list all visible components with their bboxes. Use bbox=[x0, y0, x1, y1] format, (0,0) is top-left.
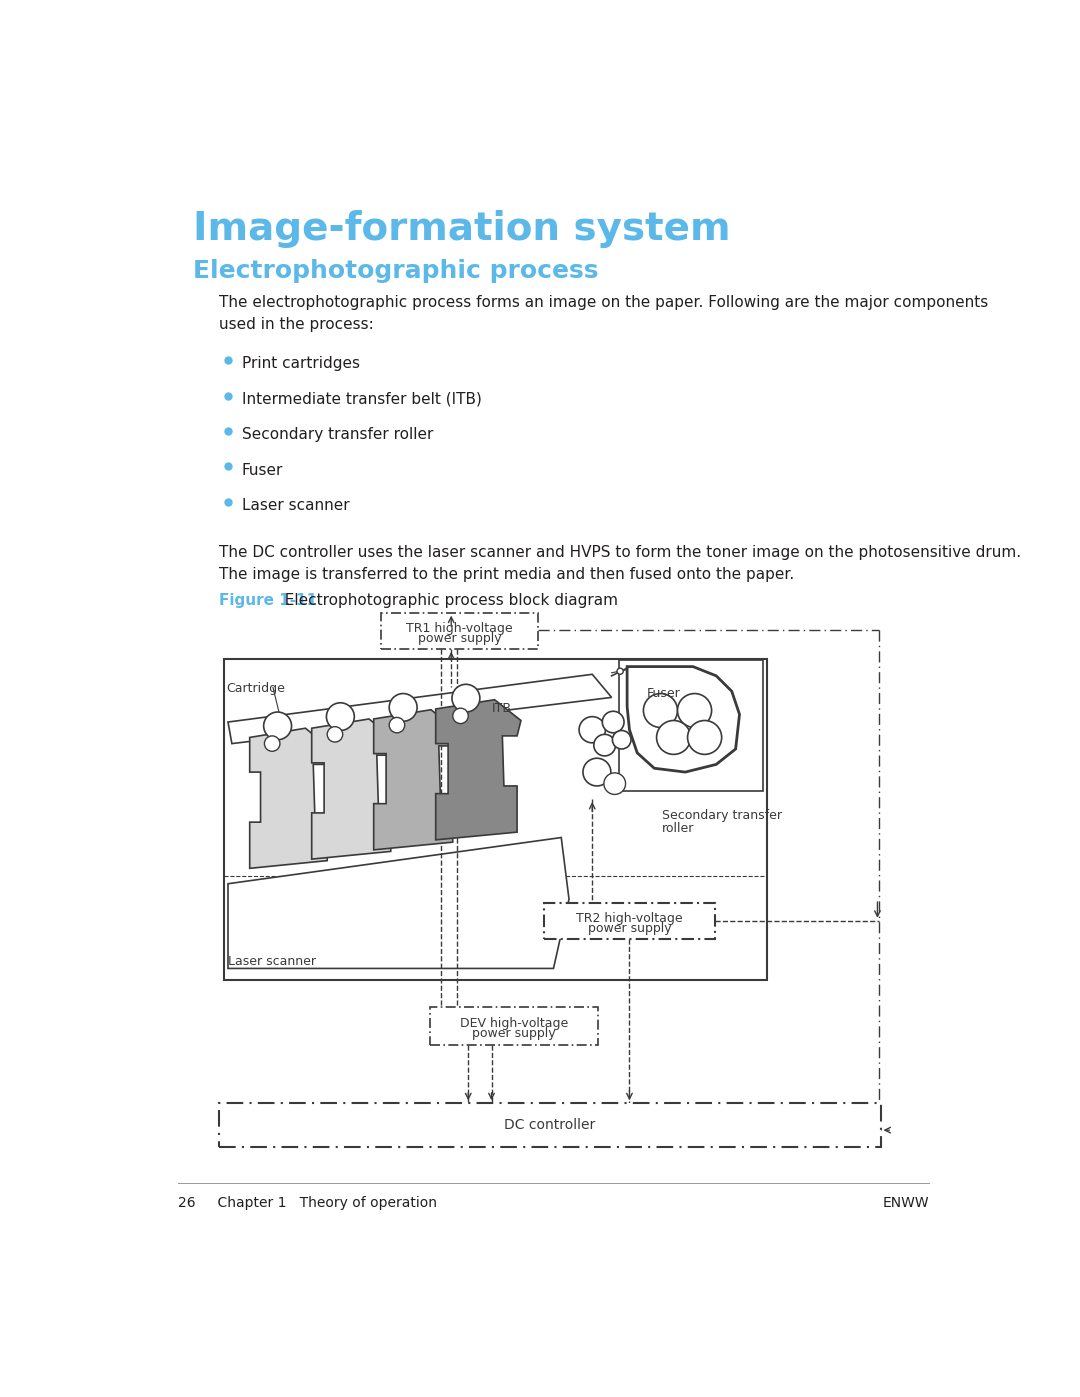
Circle shape bbox=[612, 731, 631, 749]
Circle shape bbox=[583, 759, 611, 787]
Polygon shape bbox=[228, 675, 611, 743]
Text: ITB: ITB bbox=[491, 703, 512, 715]
Circle shape bbox=[327, 726, 342, 742]
Polygon shape bbox=[374, 710, 457, 849]
Circle shape bbox=[594, 735, 616, 756]
Text: Secondary transfer: Secondary transfer bbox=[662, 809, 782, 821]
Text: power supply: power supply bbox=[472, 1027, 556, 1041]
Bar bbox=[619, 661, 762, 791]
Circle shape bbox=[453, 708, 469, 724]
Text: Electrophotographic process block diagram: Electrophotographic process block diagra… bbox=[275, 594, 618, 609]
Circle shape bbox=[644, 693, 677, 728]
Circle shape bbox=[389, 718, 405, 733]
Circle shape bbox=[603, 711, 624, 733]
Circle shape bbox=[604, 773, 625, 795]
Polygon shape bbox=[228, 838, 569, 968]
Text: Secondary transfer roller: Secondary transfer roller bbox=[242, 427, 433, 441]
Circle shape bbox=[657, 721, 691, 754]
Circle shape bbox=[389, 693, 417, 721]
Circle shape bbox=[617, 668, 623, 675]
Text: The DC controller uses the laser scanner and HVPS to form the toner image on the: The DC controller uses the laser scanner… bbox=[218, 545, 1021, 583]
Text: Figure 1-11: Figure 1-11 bbox=[218, 594, 316, 609]
Polygon shape bbox=[312, 719, 394, 859]
Text: Intermediate transfer belt (ITB): Intermediate transfer belt (ITB) bbox=[242, 391, 482, 407]
Circle shape bbox=[688, 721, 721, 754]
Bar bbox=[381, 613, 538, 648]
Bar bbox=[225, 659, 767, 979]
Text: Fuser: Fuser bbox=[647, 687, 680, 700]
Bar bbox=[430, 1007, 598, 1045]
Circle shape bbox=[264, 712, 292, 740]
Text: Laser scanner: Laser scanner bbox=[228, 954, 316, 968]
Polygon shape bbox=[627, 666, 740, 773]
Text: Cartridge: Cartridge bbox=[227, 682, 285, 694]
Text: ENWW: ENWW bbox=[882, 1196, 930, 1210]
Text: power supply: power supply bbox=[418, 631, 501, 645]
Bar bbox=[544, 902, 715, 939]
Text: Electrophotographic process: Electrophotographic process bbox=[193, 258, 598, 282]
Circle shape bbox=[677, 693, 712, 728]
Text: Laser scanner: Laser scanner bbox=[242, 497, 350, 513]
Text: The electrophotographic process forms an image on the paper. Following are the m: The electrophotographic process forms an… bbox=[218, 295, 988, 332]
Text: DC controller: DC controller bbox=[504, 1118, 595, 1132]
Bar bbox=[218, 1104, 880, 1147]
Text: Print cartridges: Print cartridges bbox=[242, 356, 360, 372]
Text: DEV high-voltage: DEV high-voltage bbox=[460, 1017, 568, 1030]
Text: Fuser: Fuser bbox=[242, 462, 283, 478]
Circle shape bbox=[326, 703, 354, 731]
Text: TR2 high-voltage: TR2 high-voltage bbox=[576, 911, 683, 925]
Text: 26     Chapter 1   Theory of operation: 26 Chapter 1 Theory of operation bbox=[177, 1196, 436, 1210]
Text: power supply: power supply bbox=[588, 922, 672, 935]
Circle shape bbox=[579, 717, 606, 743]
Text: TR1 high-voltage: TR1 high-voltage bbox=[406, 622, 513, 636]
Text: Image-formation system: Image-formation system bbox=[193, 210, 731, 249]
Circle shape bbox=[265, 736, 280, 752]
Polygon shape bbox=[435, 700, 521, 840]
Circle shape bbox=[451, 685, 480, 712]
Polygon shape bbox=[249, 728, 330, 869]
Text: roller: roller bbox=[662, 823, 694, 835]
